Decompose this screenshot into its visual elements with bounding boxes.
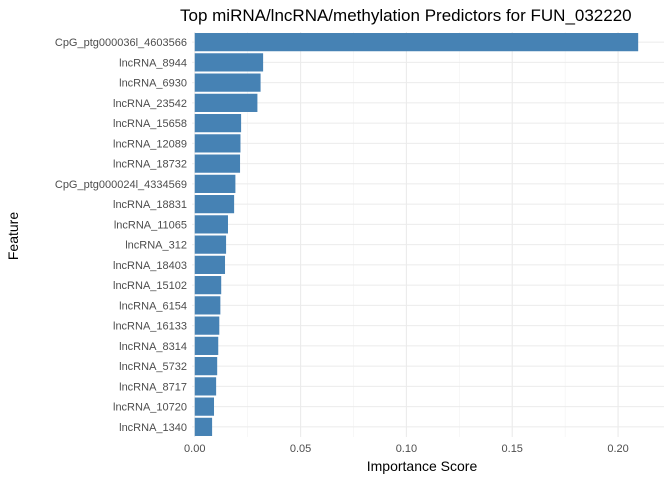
bar	[194, 357, 218, 376]
bar	[194, 114, 242, 133]
bar	[194, 296, 221, 315]
bar	[194, 255, 226, 274]
y-tick-label: lncRNA_23542	[113, 98, 187, 110]
y-tick-labels: CpG_ptg000036l_4603566 lncRNA_8944 lncRNA_…	[55, 37, 187, 434]
y-tick-label: lncRNA_8717	[119, 381, 187, 393]
bar	[194, 154, 241, 173]
bar	[194, 276, 222, 295]
bar	[194, 336, 219, 355]
y-tick-label: CpG_ptg000024l_4334569	[55, 179, 187, 191]
y-tick-label: lncRNA_312	[125, 240, 187, 252]
x-tick-labels: 0.00 0.05 0.10 0.15 0.20	[184, 443, 629, 455]
x-axis-title: Importance Score	[367, 458, 478, 474]
bar	[194, 73, 261, 92]
bar	[194, 174, 236, 193]
x-tick-label: 0.05	[290, 443, 311, 455]
bar	[194, 377, 217, 396]
bars	[194, 33, 639, 436]
bar	[194, 215, 228, 234]
bar	[194, 235, 227, 254]
y-tick-label: lncRNA_18732	[113, 159, 187, 171]
y-tick-label: lncRNA_15658	[113, 118, 187, 130]
y-tick-label: CpG_ptg000036l_4603566	[55, 37, 187, 49]
bar	[194, 134, 241, 153]
y-tick-label: lncRNA_10720	[113, 402, 187, 414]
y-tick-label: lncRNA_12089	[113, 138, 187, 150]
x-tick-label: 0.20	[607, 443, 628, 455]
y-tick-label: lncRNA_16133	[113, 321, 187, 333]
y-tick-label: lncRNA_11065	[114, 219, 187, 231]
y-tick-label: lncRNA_5732	[119, 361, 187, 373]
x-tick-label: 0.00	[184, 443, 205, 455]
bar	[194, 316, 220, 335]
x-tick-label: 0.10	[396, 443, 417, 455]
bar	[194, 53, 264, 72]
bar	[194, 417, 213, 436]
y-tick-label: lncRNA_6930	[119, 78, 187, 90]
gridlines	[192, 32, 664, 437]
bar	[194, 397, 215, 416]
y-tick-label: lncRNA_15102	[113, 280, 187, 292]
y-tick-label: lncRNA_1340	[119, 422, 187, 434]
y-tick-label: lncRNA_18403	[113, 260, 187, 272]
x-tick-label: 0.15	[502, 443, 523, 455]
y-tick-label: lncRNA_6154	[119, 300, 187, 312]
bar	[194, 93, 258, 112]
y-tick-label: lncRNA_8314	[119, 341, 187, 353]
y-tick-label: lncRNA_18831	[113, 199, 187, 211]
bar	[194, 195, 235, 214]
y-tick-label: lncRNA_8944	[119, 57, 187, 69]
bar	[194, 33, 639, 52]
y-axis-title: Feature	[5, 212, 21, 260]
chart-title: Top miRNA/lncRNA/methylation Predictors …	[180, 6, 632, 25]
